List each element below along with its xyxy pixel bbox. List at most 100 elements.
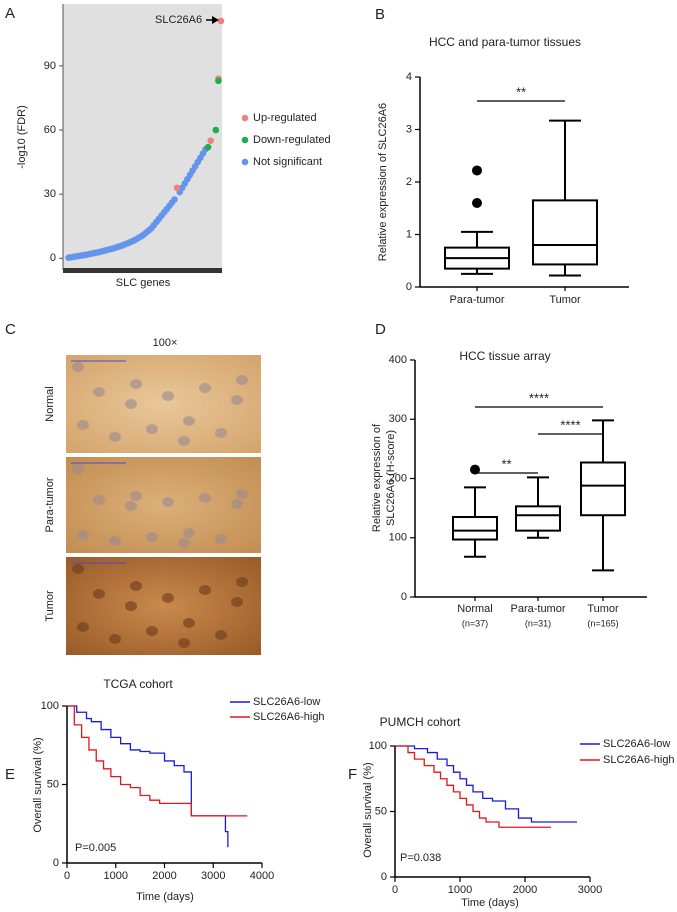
sample-size: (n=31) [525, 618, 551, 628]
x-tick-label: Para-tumor [510, 603, 565, 615]
nucleus [183, 528, 195, 538]
nucleus [162, 391, 174, 401]
nucleus [93, 495, 105, 505]
nucleus [231, 499, 243, 509]
nucleus [77, 530, 89, 540]
x-tick-label: 0 [64, 870, 70, 882]
y-axis-label: Overall survival (%) [362, 762, 374, 857]
row-label: Normal [44, 386, 56, 421]
sample-size: (n=37) [462, 618, 488, 628]
y-tick-label: 0 [406, 281, 412, 293]
y-axis-label: Relative expression of [371, 423, 383, 532]
survival-curve [67, 705, 248, 817]
x-tick-label: Para-tumor [449, 294, 504, 306]
x-tick-label: Tumor [587, 603, 619, 615]
nucleus [178, 638, 190, 648]
nucleus [77, 622, 89, 632]
y-tick-label: 50 [47, 778, 59, 790]
point [204, 143, 212, 151]
nucleus [162, 593, 174, 603]
panel-letter: E [5, 766, 15, 783]
x-tick-label: 3000 [578, 884, 602, 896]
x-axis-label: Time (days) [136, 891, 194, 903]
box [532, 199, 598, 266]
panel-letter: D [375, 321, 386, 338]
y-tick-label: 50 [375, 805, 387, 817]
legend-marker [241, 158, 249, 166]
y-tick-label: 0 [381, 871, 387, 883]
chart-title: TCGA cohort [103, 677, 173, 691]
significance-label: ** [516, 84, 526, 99]
y-tick-label: 30 [44, 188, 56, 200]
nucleus [199, 493, 211, 503]
y-axis-label: -log10 (FDR) [16, 105, 28, 169]
nucleus [109, 432, 121, 442]
panel-letter: B [375, 6, 385, 23]
nucleus [183, 618, 195, 628]
legend-label: Up-regulated [253, 112, 317, 124]
y-tick-label: 0 [53, 857, 59, 869]
significance-label: ** [501, 456, 511, 471]
point [207, 137, 214, 145]
nucleus [236, 375, 248, 385]
outlier [472, 198, 482, 208]
y-tick-label: 0 [401, 591, 407, 603]
survival-curve [67, 705, 229, 848]
arrow-head [212, 16, 219, 24]
nucleus [162, 497, 174, 507]
panel-letter: A [5, 5, 15, 22]
y-tick-label: 60 [44, 124, 56, 136]
panel-letter: C [5, 321, 16, 338]
nucleus [215, 534, 227, 544]
significance-label: **** [560, 417, 580, 432]
y-tick-label: 3 [406, 123, 412, 135]
survival-curve [395, 745, 577, 823]
nucleus [199, 383, 211, 393]
nucleus [109, 634, 121, 644]
y-tick-label: 100 [389, 532, 407, 544]
nucleus [183, 416, 195, 426]
annotation: SLC26A6 [155, 14, 202, 26]
nucleus [215, 428, 227, 438]
outlier [470, 464, 480, 475]
y-tick-label: 1 [406, 228, 412, 240]
y-axis-label: Relative expression of SLC26A6 [377, 103, 389, 261]
nucleus [130, 581, 142, 591]
nucleus [72, 464, 84, 474]
x-tick-label: 4000 [250, 870, 274, 882]
point [173, 184, 181, 192]
nucleus [146, 626, 158, 636]
y-tick-label: 90 [44, 60, 56, 72]
point [215, 77, 222, 85]
y-tick-label: 0 [50, 252, 56, 264]
legend-label: SLC26A6-low [603, 738, 670, 750]
x-tick-label: Tumor [549, 294, 581, 306]
x-tick-label: 0 [392, 884, 398, 896]
chart-title: HCC tissue array [459, 349, 550, 363]
survival-curve [395, 745, 551, 828]
micrograph [66, 557, 261, 655]
nucleus [178, 538, 190, 548]
legend-label: SLC26A6-high [253, 711, 325, 723]
legend-marker [241, 114, 249, 122]
nucleus [146, 532, 158, 542]
row-label: Tumor [44, 590, 56, 622]
nucleus [77, 420, 89, 430]
legend-label: Down-regulated [253, 134, 331, 146]
box [515, 505, 561, 532]
chart-title: HCC and para-tumor tissues [429, 35, 581, 49]
nucleus [146, 424, 158, 434]
x-axis-label: SLC genes [116, 277, 171, 289]
nucleus [72, 362, 84, 372]
legend-label: Not significant [253, 156, 322, 168]
p-value: P=0.038 [400, 852, 441, 864]
x-tick-label: 2000 [152, 870, 176, 882]
nucleus [125, 501, 137, 511]
y-tick-label: 400 [389, 354, 407, 366]
point [217, 17, 225, 25]
panel-title: 100× [153, 337, 178, 349]
x-tick-label: 3000 [201, 870, 225, 882]
y-tick-label: 100 [41, 700, 59, 712]
y-tick-label: 100 [369, 740, 387, 752]
